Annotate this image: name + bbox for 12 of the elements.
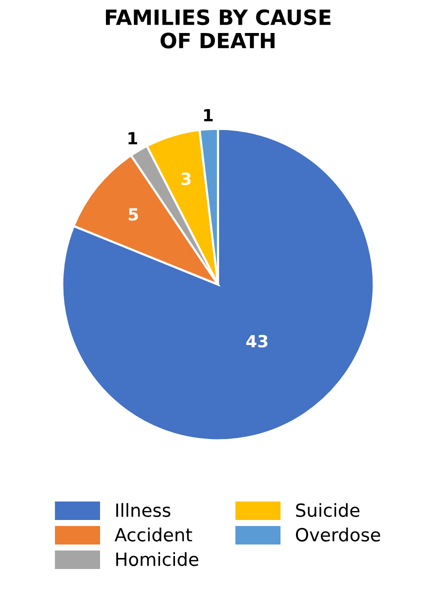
legend-label: Homicide [116,552,198,566]
data-label: 1 [128,132,138,144]
legend-label: Suicide [296,503,360,518]
legend-label: Accident [114,528,192,542]
data-label: 5 [128,208,138,221]
legend-label: Illness [116,503,170,518]
legend-label: Overdose [296,528,380,542]
data-label: 1 [204,109,213,122]
pie-slice [61,128,375,442]
data-label: 3 [181,172,191,186]
data-label: 43 [246,334,268,348]
chart-title: FAMILIES BY CAUSE OF DEATH [106,9,330,48]
